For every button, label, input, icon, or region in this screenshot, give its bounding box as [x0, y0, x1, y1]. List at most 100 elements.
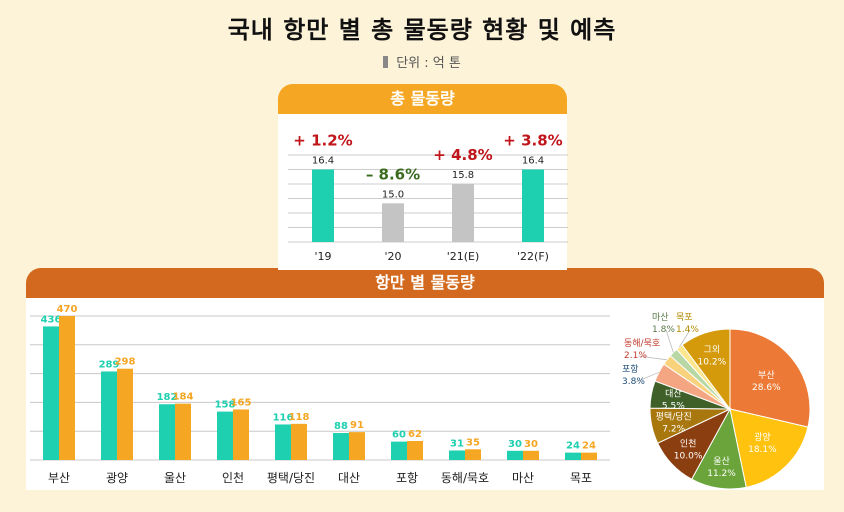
- total-change-label: + 4.8%: [433, 146, 492, 164]
- total-x-tick: '19: [314, 250, 331, 263]
- port-bar: [465, 449, 481, 460]
- pie-slice-pct: 28.6%: [752, 383, 781, 393]
- port-bar: [565, 452, 581, 460]
- pie-slice-name: 목포: [676, 312, 693, 323]
- total-value-label: 15.0: [382, 189, 404, 200]
- total-value-label: 16.4: [522, 156, 544, 167]
- total-change-label: – 8.6%: [366, 165, 420, 183]
- unit-note: 단위 : 억 톤: [0, 52, 844, 71]
- port-bar: [175, 403, 191, 460]
- pie-slice-name: 마산: [652, 312, 669, 323]
- unit-bar-icon: [383, 56, 389, 68]
- port-x-tick: 광양: [106, 471, 128, 485]
- pie-leader-line: [665, 329, 674, 353]
- port-bar: [581, 452, 597, 460]
- total-bar: [312, 169, 334, 242]
- total-x-tick: '22(F): [517, 250, 549, 263]
- port-value-label: 298: [115, 357, 136, 368]
- port-bar: [117, 368, 133, 460]
- port-value-label: 289: [99, 359, 120, 370]
- port-x-tick: 인천: [222, 470, 244, 485]
- port-bar: [101, 371, 117, 460]
- port-value-label: 35: [466, 437, 480, 448]
- port-value-label: 182: [157, 392, 178, 403]
- port-value-label: 31: [450, 439, 464, 450]
- port-value-label: 470: [57, 304, 78, 315]
- port-x-tick: 동해/묵호: [441, 471, 489, 485]
- total-value-label: 16.4: [312, 156, 334, 167]
- pie-slice-name: 그외: [704, 343, 721, 355]
- pie-slice-pct: 11.2%: [707, 469, 736, 479]
- port-bar: [333, 433, 349, 460]
- port-value-label: 184: [173, 392, 194, 403]
- port-x-tick: 마산: [512, 471, 534, 485]
- pie-leader-line: [679, 329, 691, 348]
- port-value-label: 165: [231, 397, 252, 408]
- port-bar: [507, 450, 523, 460]
- port-bar: [391, 441, 407, 460]
- total-x-tick: '20: [384, 250, 401, 263]
- port-bar: [59, 316, 75, 460]
- port-value-label: 91: [350, 420, 364, 431]
- port-x-tick: 부산: [48, 471, 70, 485]
- total-chart: 16.4 + 1.2% '19 15.0 – 8.6% '20 15.8 + 4.8% '21(…: [288, 132, 568, 263]
- port-value-label: 24: [582, 441, 596, 452]
- pie-slice-name: 울산: [713, 456, 730, 467]
- pie-slice-pct: 10.2%: [698, 357, 727, 367]
- port-x-tick: 목포: [570, 471, 592, 485]
- port-x-tick: 대산: [338, 471, 360, 485]
- port-x-tick: 울산: [164, 471, 186, 485]
- port-bar: [449, 450, 465, 460]
- port-bar: [43, 326, 59, 460]
- port-value-label: 88: [334, 421, 348, 432]
- total-bar: [382, 203, 404, 242]
- port-x-tick: 포항: [396, 471, 418, 485]
- port-value-label: 436: [41, 314, 62, 325]
- port-value-label: 24: [566, 441, 580, 452]
- pie-leader-line: [637, 355, 667, 361]
- unit-label: 단위 : 억 톤: [396, 56, 461, 71]
- port-value-label: 30: [508, 439, 522, 450]
- pie-slice-pct: 18.1%: [748, 445, 777, 455]
- pie-slice: [729, 328, 811, 428]
- total-bar: [522, 169, 544, 242]
- pie-leader-line: [635, 371, 660, 383]
- pie-slice-name: 포항: [622, 364, 639, 375]
- port-value-label: 116: [273, 412, 294, 423]
- port-value-label: 158: [215, 400, 236, 411]
- port-bar: [275, 424, 291, 460]
- port-bar: [349, 432, 365, 460]
- pie-slice-pct: 1.8%: [652, 325, 675, 335]
- port-bar: [159, 404, 175, 460]
- total-x-tick: '21(E): [447, 250, 480, 263]
- pie-slice-name: 대산: [665, 388, 682, 399]
- pie-slice-pct: 3.8%: [622, 377, 645, 387]
- total-change-label: + 3.8%: [503, 132, 562, 150]
- port-bar: [407, 441, 423, 460]
- page-title: 국내 항만 별 총 물동량 현황 및 예측: [227, 16, 617, 44]
- total-chart-title: 총 물동량: [278, 84, 567, 114]
- pie-slice-name: 인천: [680, 439, 697, 450]
- port-value-label: 60: [392, 430, 406, 441]
- pie-slice-name: 부산: [758, 370, 775, 381]
- port-value-label: 30: [524, 439, 538, 450]
- share-pie: 부산 28.6% 광양 18.1% 울산 11.2% 인천 10.0% 평택/당진 7.2% 대산 5…: [622, 312, 811, 490]
- port-bar: [291, 423, 307, 460]
- port-bar: [217, 411, 233, 460]
- port-bar: [523, 450, 539, 460]
- pie-slice-name: 광양: [754, 431, 771, 443]
- port-x-tick: 평택/당진: [267, 471, 315, 485]
- pie-slice: [729, 408, 809, 488]
- total-value-label: 15.8: [452, 170, 474, 181]
- total-bar: [452, 184, 474, 242]
- pie-slice-pct: 5.5%: [662, 401, 685, 411]
- port-chart-title: 항만 별 물동량: [26, 268, 824, 298]
- pie-slice-pct: 1.4%: [676, 325, 699, 335]
- pie-slice-pct: 7.2%: [662, 424, 685, 434]
- port-value-label: 118: [289, 412, 310, 423]
- port-bar: [233, 409, 249, 460]
- pie-slice-name: 동해/묵호: [624, 338, 660, 349]
- total-change-label: + 1.2%: [293, 132, 352, 150]
